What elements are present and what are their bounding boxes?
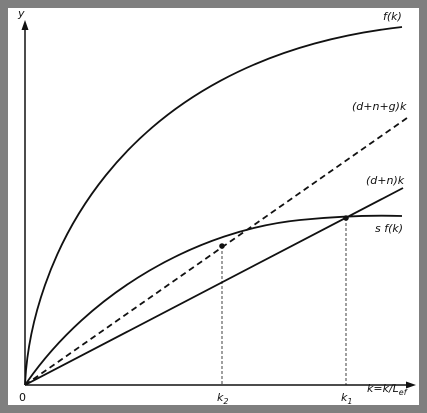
y-axis-label: y: [17, 7, 25, 20]
x-arrow: [406, 381, 416, 389]
steady-state-point: [343, 215, 349, 221]
x-axis-label: k=k/Lef: [367, 382, 408, 397]
x-mark-label: k1: [341, 391, 352, 406]
origin-label: 0: [19, 391, 26, 404]
x-mark-main: k: [217, 391, 224, 404]
break-even-line: [24, 187, 404, 386]
x-mark-main: k: [341, 391, 348, 404]
y-arrow: [21, 20, 29, 30]
curve-label: f(k): [383, 10, 402, 23]
steady-state-point: [219, 243, 225, 249]
x-axis-label-main: k=k/L: [367, 382, 399, 395]
curve-label: s f(k): [375, 222, 403, 235]
savings-curve: [24, 214, 403, 386]
x-mark-sub: 1: [347, 397, 352, 406]
x-mark-label: k2: [217, 391, 228, 406]
curve-label: (d+n+g)k: [352, 100, 407, 113]
x-axis-label-sub: ef: [399, 388, 408, 397]
canvas: [8, 8, 419, 405]
curve-label: (d+n)k: [366, 174, 405, 187]
break-even-line-g: [24, 117, 408, 386]
x-mark-sub: 2: [223, 397, 228, 406]
production-curve: [24, 26, 403, 386]
